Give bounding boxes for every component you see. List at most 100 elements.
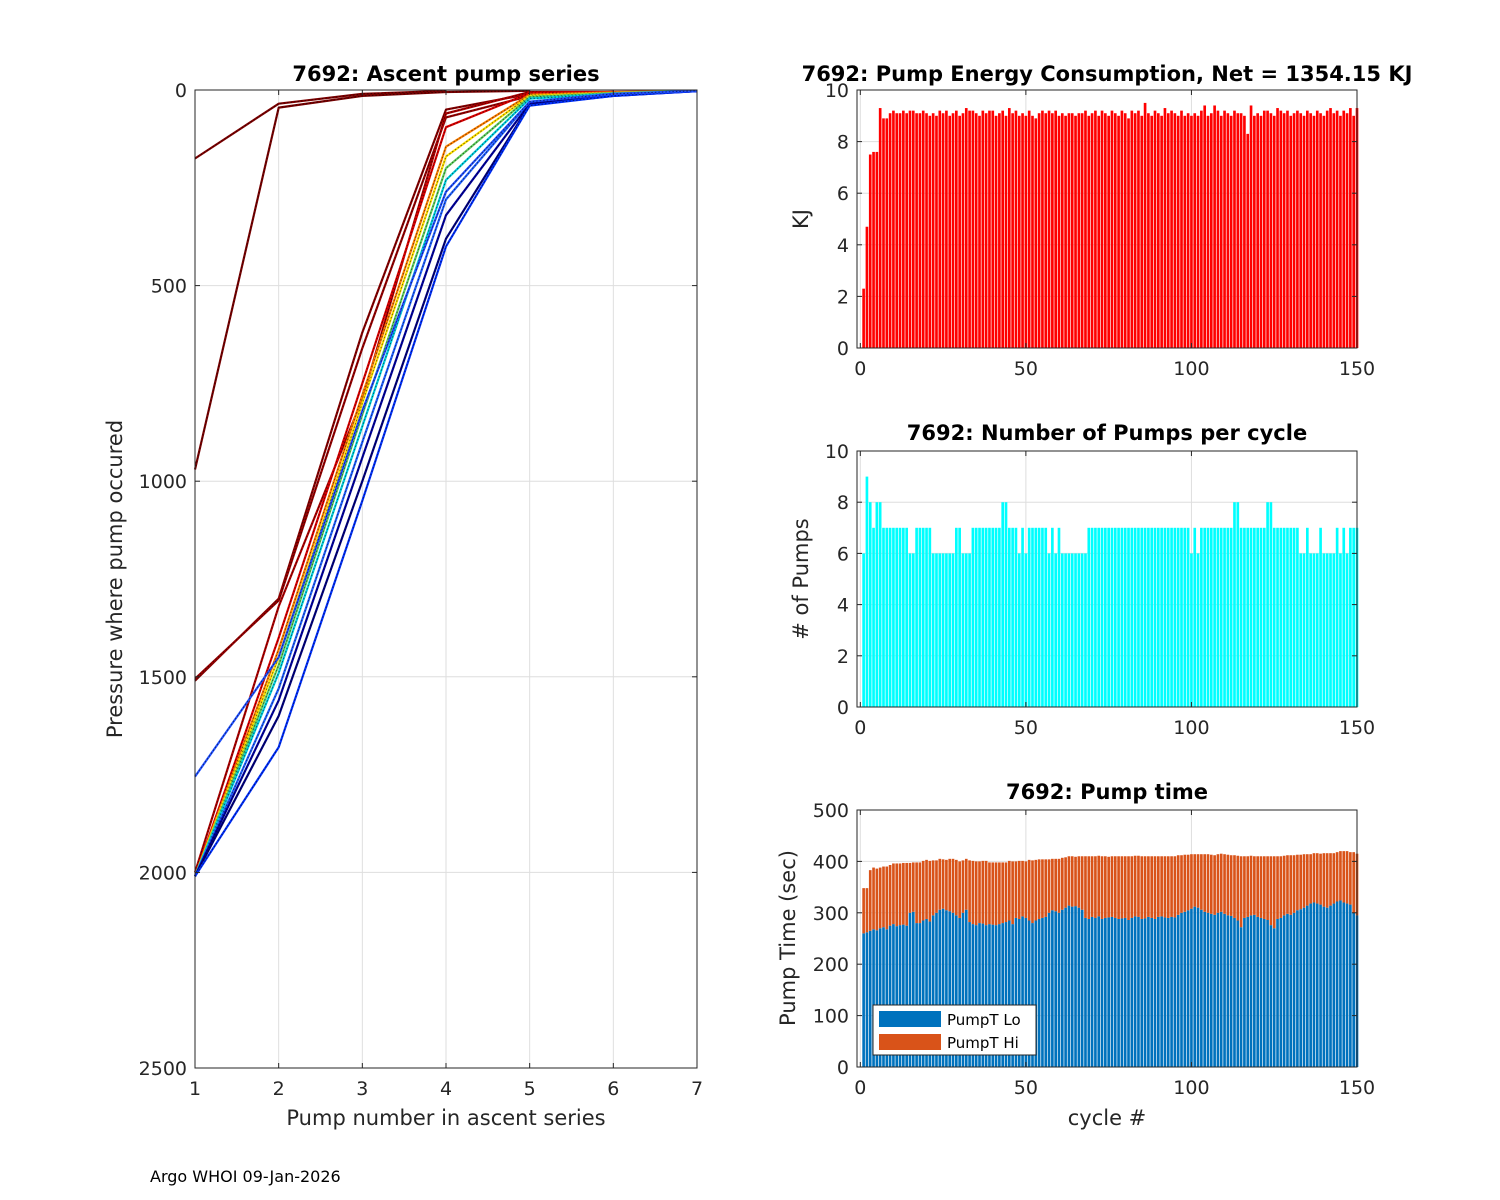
pumptime-bar-lo xyxy=(968,922,971,1067)
pumptime-bar-lo xyxy=(1153,918,1157,1067)
pumps-bar xyxy=(931,553,935,707)
pumptime-bar-hi xyxy=(1226,854,1230,916)
energy-bar xyxy=(935,115,938,348)
pumptime-bar-hi xyxy=(1339,851,1342,901)
energy-bar xyxy=(1236,113,1240,348)
energy-bar xyxy=(1097,115,1101,348)
pumps-bar xyxy=(1080,553,1084,707)
pumps-bar xyxy=(1133,527,1137,707)
pumps-bar xyxy=(1120,527,1124,707)
pumps-bar xyxy=(1104,527,1107,707)
energy-bar xyxy=(1077,113,1081,348)
energy-bar xyxy=(882,118,885,348)
pumptime-bar-hi xyxy=(1104,856,1107,918)
energy-ytick-label: 0 xyxy=(837,338,849,360)
pumps-bar xyxy=(902,527,905,707)
pumps-bar xyxy=(945,553,948,707)
pumptime-bar-hi xyxy=(1322,853,1326,907)
pumptime-bar-hi xyxy=(1067,856,1071,906)
energy-bar xyxy=(1335,110,1339,348)
pumptime-bar-lo xyxy=(1319,904,1322,1067)
energy-bar xyxy=(971,110,975,348)
pumptime-bar-lo xyxy=(1296,910,1299,1067)
pumptime-bar-lo xyxy=(1246,916,1250,1067)
pumps-bar xyxy=(1176,527,1180,707)
pumptime-bar-lo xyxy=(961,912,965,1067)
pumps-bar xyxy=(1064,553,1067,707)
pumptime-bar-lo xyxy=(1216,912,1220,1067)
pumps-bar xyxy=(984,527,988,707)
pumps-bar xyxy=(1147,527,1150,707)
energy-bar xyxy=(1223,110,1226,348)
pumptime-bar-hi xyxy=(945,859,948,911)
pumptime-bar-hi xyxy=(981,860,985,924)
pumptime-bar-lo xyxy=(1186,910,1190,1067)
energy-bar xyxy=(888,113,892,348)
pumps-bar xyxy=(1282,527,1286,707)
energy-bar xyxy=(1262,110,1266,348)
pumptime-bar-lo xyxy=(938,909,942,1067)
pumptime-bar-hi xyxy=(1269,856,1273,926)
pumptime-bar-lo xyxy=(1074,906,1077,1067)
pumptime-bar-lo xyxy=(1160,916,1163,1067)
pumps-bar xyxy=(1047,553,1051,707)
pumptime-bar-hi xyxy=(1279,856,1283,918)
pumptime-bar-hi xyxy=(1329,853,1332,906)
pumptime-bar-hi xyxy=(1299,854,1303,910)
pumptime-bar-hi xyxy=(1021,860,1024,917)
pumps-bar xyxy=(935,553,938,707)
pumptime-bar-lo xyxy=(1329,905,1332,1067)
pumptime-bar-lo xyxy=(1253,914,1256,1067)
pumps-bar xyxy=(1090,527,1094,707)
pumps-bar xyxy=(1352,527,1356,707)
pumptime-bar-lo xyxy=(905,925,908,1067)
pumptime-bar-lo xyxy=(1051,910,1054,1067)
pumps-bar xyxy=(1339,553,1342,707)
pumptime-bar-lo xyxy=(898,925,902,1067)
pumptime-bar-lo xyxy=(1001,923,1005,1067)
pumptime-xlabel: cycle # xyxy=(1068,1106,1147,1130)
pumptime-bar-hi xyxy=(1256,856,1259,917)
pumptime-bar-lo xyxy=(1017,918,1021,1067)
pumps-bar xyxy=(1110,527,1114,707)
energy-bar xyxy=(1011,113,1014,348)
pumps-bar xyxy=(1296,527,1299,707)
pumps-bar xyxy=(1077,553,1081,707)
pumptime-bar-hi xyxy=(1286,855,1289,914)
pumptime-bar-hi xyxy=(1352,852,1356,913)
pumptime-bar-hi xyxy=(895,863,899,927)
pumps-bar xyxy=(1249,527,1253,707)
pumptime-bar-hi xyxy=(1113,856,1117,918)
pumptime-bar-hi xyxy=(1001,862,1005,924)
energy-bar xyxy=(1153,110,1157,348)
pumptime-legend: PumpT Lo PumpT Hi xyxy=(872,1004,1037,1056)
pumptime-bar-hi xyxy=(1027,859,1031,921)
pumptime-bar-hi xyxy=(1090,856,1094,917)
energy-bar xyxy=(1080,113,1084,348)
ascent-ytick-label: 2000 xyxy=(139,862,187,884)
pumps-bar xyxy=(1272,527,1276,707)
pumptime-bar-hi xyxy=(1140,856,1144,919)
ascent-series-dots-early-d xyxy=(194,91,614,680)
pumptime-bar-lo xyxy=(1057,912,1061,1067)
pumptime-bar-lo xyxy=(1352,912,1356,1067)
pumptime-bar-hi xyxy=(1229,855,1233,916)
pumptime-bar-lo xyxy=(948,911,952,1067)
pumptime-bar-hi xyxy=(885,866,889,930)
pumptime-bar-lo xyxy=(1342,902,1346,1067)
energy-bar xyxy=(994,115,998,348)
legend-label-pumpt-hi: PumpT Hi xyxy=(947,1034,1019,1052)
pumptime-bar-hi xyxy=(961,860,965,913)
pumptime-bar-lo xyxy=(1200,909,1203,1067)
pumptime-bar-lo xyxy=(1147,916,1150,1067)
pumps-bar xyxy=(921,527,925,707)
energy-bars xyxy=(862,102,1359,349)
energy-bar xyxy=(1004,115,1008,348)
pumptime-bar-hi xyxy=(928,860,932,922)
pumps-bar xyxy=(1286,527,1289,707)
pumps-bar xyxy=(1011,527,1014,707)
pumps-bar xyxy=(878,502,882,707)
pumps-bar xyxy=(994,527,998,707)
ascent-xtick-label: 7 xyxy=(691,1078,703,1100)
pumptime-bar-hi xyxy=(915,862,918,924)
